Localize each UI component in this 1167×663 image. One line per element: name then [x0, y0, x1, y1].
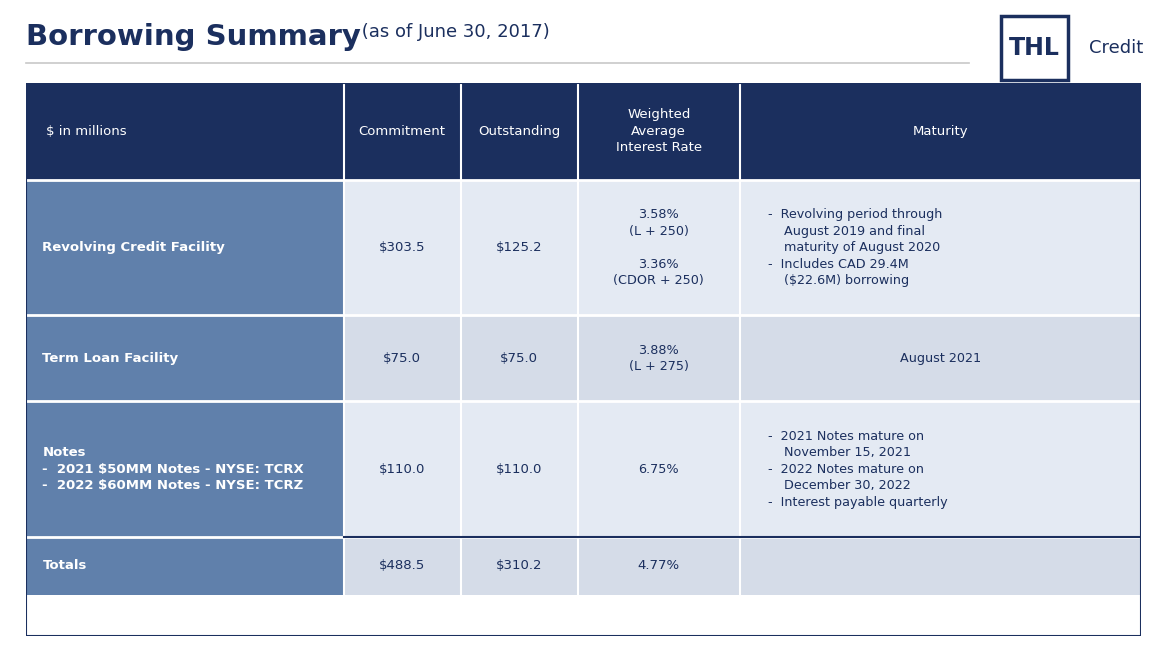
Text: Outstanding: Outstanding	[478, 125, 560, 138]
Bar	[461, 537, 578, 595]
Text: $110.0: $110.0	[379, 463, 426, 475]
Bar	[26, 537, 343, 595]
Text: $125.2: $125.2	[496, 241, 543, 254]
Text: August 2021: August 2021	[900, 352, 981, 365]
Text: $488.5: $488.5	[379, 560, 425, 572]
Bar	[26, 401, 343, 537]
Text: $310.2: $310.2	[496, 560, 543, 572]
Bar	[1001, 16, 1068, 80]
Bar	[26, 83, 343, 180]
Text: 4.77%: 4.77%	[637, 560, 680, 572]
Text: Totals: Totals	[42, 560, 86, 572]
Text: $ in millions: $ in millions	[46, 125, 126, 138]
Text: THL: THL	[1008, 36, 1060, 60]
Bar	[461, 401, 578, 537]
Text: $75.0: $75.0	[501, 352, 538, 365]
Bar	[343, 180, 461, 316]
Text: Maturity: Maturity	[913, 125, 969, 138]
Bar	[740, 316, 1141, 401]
Text: 6.75%: 6.75%	[638, 463, 679, 475]
Bar	[578, 316, 740, 401]
Text: $110.0: $110.0	[496, 463, 543, 475]
Text: $75.0: $75.0	[383, 352, 421, 365]
Bar	[343, 401, 461, 537]
Text: Borrowing Summary: Borrowing Summary	[26, 23, 361, 51]
Bar	[461, 180, 578, 316]
Bar	[461, 83, 578, 180]
Bar	[740, 537, 1141, 595]
Text: Notes
-  2021 $50MM Notes - NYSE: TCRX
-  2022 $60MM Notes - NYSE: TCRZ: Notes - 2021 $50MM Notes - NYSE: TCRX - …	[42, 446, 305, 492]
Bar	[343, 537, 461, 595]
Text: -  Revolving period through
    August 2019 and final
    maturity of August 202: - Revolving period through August 2019 a…	[768, 208, 942, 287]
Text: 3.88%
(L + 275): 3.88% (L + 275)	[629, 343, 689, 373]
Text: Term Loan Facility: Term Loan Facility	[42, 352, 179, 365]
Bar	[740, 83, 1141, 180]
Text: 3.58%
(L + 250)

3.36%
(CDOR + 250): 3.58% (L + 250) 3.36% (CDOR + 250)	[614, 208, 704, 287]
Bar	[26, 316, 343, 401]
Text: Revolving Credit Facility: Revolving Credit Facility	[42, 241, 225, 254]
Bar	[343, 83, 461, 180]
Bar	[740, 401, 1141, 537]
Text: Weighted
Average
Interest Rate: Weighted Average Interest Rate	[616, 108, 701, 154]
Bar	[578, 83, 740, 180]
Bar	[578, 401, 740, 537]
Text: Credit: Credit	[1089, 39, 1142, 57]
Bar	[343, 316, 461, 401]
Text: $303.5: $303.5	[379, 241, 426, 254]
Bar	[26, 180, 343, 316]
Bar	[578, 180, 740, 316]
Bar	[461, 316, 578, 401]
Bar	[578, 537, 740, 595]
Text: Commitment: Commitment	[358, 125, 446, 138]
Text: (as of June 30, 2017): (as of June 30, 2017)	[356, 23, 550, 41]
Bar	[740, 180, 1141, 316]
Text: -  2021 Notes mature on
    November 15, 2021
-  2022 Notes mature on
    Decemb: - 2021 Notes mature on November 15, 2021…	[768, 430, 948, 509]
